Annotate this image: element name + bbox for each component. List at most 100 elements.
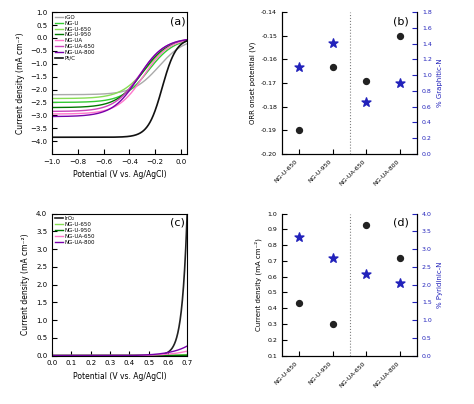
Point xyxy=(295,300,302,307)
NG-U-650 xyxy=(73,96,79,101)
Y-axis label: % Pyridinic-N: % Pyridinic-N xyxy=(438,261,443,308)
rGO xyxy=(49,92,55,97)
NG-UA-800 xyxy=(49,114,55,119)
NG-UA-650 xyxy=(73,353,79,358)
Pt/C xyxy=(151,112,157,116)
NG-UA xyxy=(84,111,90,116)
NG-UA-800 xyxy=(129,85,135,90)
IrO₂ xyxy=(110,353,116,358)
Pt/C xyxy=(84,135,90,140)
Y-axis label: Current density (mA cm⁻²): Current density (mA cm⁻²) xyxy=(254,238,262,331)
NG-U-650 xyxy=(184,352,190,357)
NG-U-950 xyxy=(49,105,55,110)
NG-UA-650 xyxy=(110,101,116,105)
rGO xyxy=(129,86,135,91)
NG-U-650 xyxy=(184,38,190,43)
Point xyxy=(396,80,404,86)
Point xyxy=(295,234,302,240)
NG-UA-800 xyxy=(110,353,116,358)
NG-UA-650 xyxy=(73,109,79,114)
NG-UA-650 xyxy=(84,108,90,113)
NG-U-950 xyxy=(84,353,90,358)
NG-U xyxy=(139,76,145,80)
NG-UA xyxy=(73,111,79,116)
NG-U-650 xyxy=(73,353,79,358)
Point xyxy=(363,271,370,277)
Y-axis label: Current density (mA cm⁻²): Current density (mA cm⁻²) xyxy=(16,32,25,134)
Line: Pt/C: Pt/C xyxy=(52,41,187,137)
Point xyxy=(329,321,337,327)
NG-U-950 xyxy=(139,70,145,75)
NG-U-950 xyxy=(151,353,157,358)
NG-UA xyxy=(110,105,116,110)
NG-UA-800 xyxy=(73,353,79,358)
NG-U xyxy=(151,61,157,66)
NG-U-950 xyxy=(73,105,79,109)
NG-UA-650 xyxy=(184,37,190,42)
NG-UA-800 xyxy=(184,37,190,42)
NG-UA-650 xyxy=(110,353,116,358)
Line: NG-UA: NG-UA xyxy=(52,40,187,114)
Point xyxy=(295,63,302,70)
IrO₂ xyxy=(73,353,79,358)
Point xyxy=(363,221,370,228)
Point xyxy=(329,255,337,261)
NG-UA-650 xyxy=(139,68,145,73)
NG-UA-800 xyxy=(110,104,116,109)
NG-U-650 xyxy=(129,81,135,86)
Text: (d): (d) xyxy=(393,218,409,228)
Legend: IrO₂, NG-U-650, NG-U-950, NG-UA-650, NG-UA-800: IrO₂, NG-U-650, NG-U-950, NG-UA-650, NG-… xyxy=(54,215,96,246)
Point xyxy=(329,40,337,46)
NG-UA-800 xyxy=(184,343,190,348)
NG-U-950 xyxy=(84,104,90,109)
NG-U-950 xyxy=(129,84,135,88)
Line: NG-UA-650: NG-UA-650 xyxy=(52,351,187,356)
NG-UA-650 xyxy=(151,353,157,358)
Point xyxy=(363,99,370,105)
NG-U-650 xyxy=(110,92,116,97)
NG-U-950 xyxy=(110,99,116,103)
rGO xyxy=(73,92,79,97)
IrO₂ xyxy=(184,206,190,211)
NG-UA xyxy=(151,59,157,64)
NG-U-950 xyxy=(110,353,116,358)
Legend: rGO, NG-U, NG-U-650, NG-U-950, NG-UA, NG-UA-650, NG-UA-800, Pt/C: rGO, NG-U, NG-U-650, NG-U-950, NG-UA, NG… xyxy=(54,14,96,62)
NG-U xyxy=(84,99,90,104)
NG-UA-650 xyxy=(184,349,190,354)
Y-axis label: ORR onset potential (V): ORR onset potential (V) xyxy=(249,42,255,124)
Y-axis label: Current density (mA cm⁻²): Current density (mA cm⁻²) xyxy=(21,234,30,335)
X-axis label: Potential (V vs. Ag/AgCl): Potential (V vs. Ag/AgCl) xyxy=(73,372,166,381)
Point xyxy=(396,280,404,286)
NG-U xyxy=(49,100,55,105)
IrO₂ xyxy=(49,353,55,358)
NG-U-650 xyxy=(49,353,55,358)
NG-U-650 xyxy=(151,353,157,358)
NG-UA-650 xyxy=(49,109,55,114)
Text: (a): (a) xyxy=(170,17,185,26)
Pt/C xyxy=(110,135,116,139)
NG-U-950 xyxy=(139,353,145,358)
Line: NG-U-650: NG-U-650 xyxy=(52,355,187,356)
Line: NG-U-950: NG-U-950 xyxy=(52,40,187,107)
NG-UA-800 xyxy=(49,353,55,358)
Line: IrO₂: IrO₂ xyxy=(52,209,187,356)
NG-U-950 xyxy=(129,353,135,358)
IrO₂ xyxy=(151,353,157,358)
Text: (b): (b) xyxy=(393,17,409,26)
Y-axis label: % Graphitic-N: % Graphitic-N xyxy=(438,59,443,107)
NG-U xyxy=(184,38,190,43)
NG-UA-800 xyxy=(139,353,145,358)
NG-UA-650 xyxy=(129,83,135,88)
Text: (c): (c) xyxy=(170,218,184,228)
NG-U-650 xyxy=(129,353,135,358)
NG-UA xyxy=(49,112,55,116)
Point xyxy=(396,255,404,261)
Line: NG-UA-650: NG-UA-650 xyxy=(52,40,187,112)
IrO₂ xyxy=(129,353,135,358)
NG-UA xyxy=(184,38,190,43)
Line: NG-U: NG-U xyxy=(52,41,187,102)
NG-UA-800 xyxy=(129,353,135,358)
IrO₂ xyxy=(84,353,90,358)
IrO₂ xyxy=(139,353,145,358)
rGO xyxy=(139,80,145,85)
